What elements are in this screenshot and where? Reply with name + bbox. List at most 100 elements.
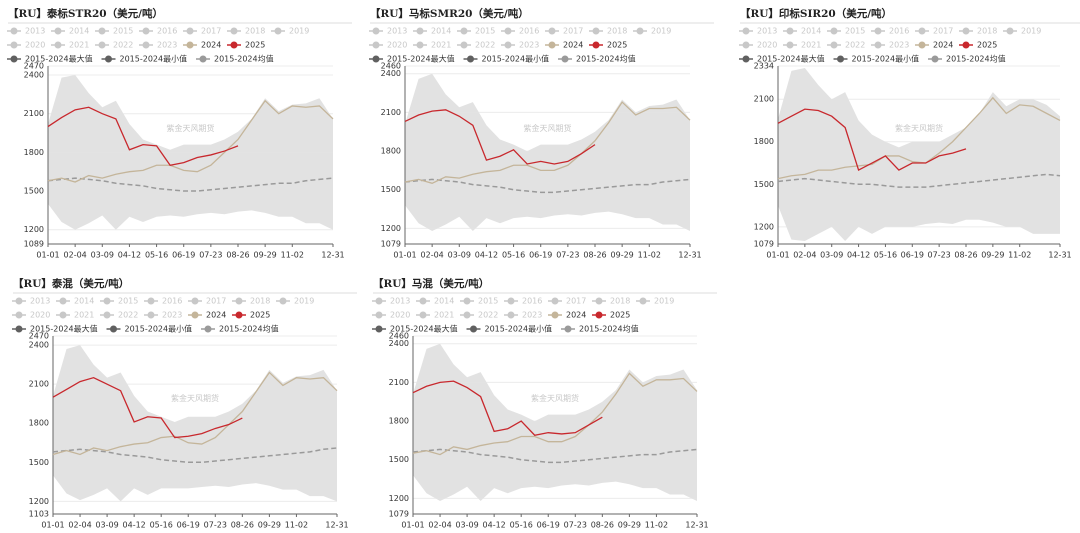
- legend-item: 2020: [372, 311, 410, 320]
- legend-label: 2015-2024最小值: [482, 54, 550, 64]
- x-tick-label: 06-19: [537, 521, 560, 530]
- watermark: 紫金天风期货: [171, 393, 219, 403]
- legend-label: 2017: [206, 297, 226, 306]
- legend-label: 2013: [30, 297, 50, 306]
- legend-dot: [830, 27, 838, 35]
- legend-item: 2015: [460, 297, 498, 306]
- legend-item: 2023: [139, 41, 177, 50]
- legend-dot: [142, 27, 150, 35]
- legend-item: 2020: [739, 41, 777, 50]
- legend-item: 2017: [188, 297, 226, 306]
- legend-dot: [931, 55, 939, 63]
- legend-label: 2017: [563, 27, 583, 36]
- legend-item: 2024: [188, 311, 226, 320]
- legend-label: 2015-2024均值: [946, 54, 1006, 64]
- x-tick-label: 01-01: [766, 251, 789, 260]
- x-tick-label: 01-01: [36, 251, 59, 260]
- legend-label: 2021: [431, 41, 451, 50]
- chart-panel: 【RU】印标SIR20（美元/吨） 2013 2014 2015 2016 2017 201…: [739, 7, 1080, 260]
- legend-label: 2022: [478, 311, 498, 320]
- legend-label: 2014: [69, 27, 89, 36]
- legend-item: 2015-2024最小值: [833, 54, 919, 64]
- y-tick-label: 1500: [381, 185, 401, 194]
- legend-item: 2022: [827, 41, 865, 50]
- x-tick-label: 04-12: [118, 251, 141, 260]
- legend-label: 2024: [563, 41, 583, 50]
- x-tick-label: 04-12: [483, 521, 506, 530]
- legend-item: 2025: [592, 311, 630, 320]
- band-min: [405, 205, 690, 244]
- x-tick-label: 09-29: [254, 251, 277, 260]
- legend-item: 2025: [589, 41, 627, 50]
- legend-item: 2015-2024均值: [196, 54, 274, 64]
- legend-dot: [372, 27, 380, 35]
- legend-label: 2017: [201, 27, 221, 36]
- band-min: [48, 203, 333, 244]
- legend-label: 2016: [519, 27, 539, 36]
- legend-label: 2015-2024均值: [219, 324, 279, 334]
- legend-dot: [15, 297, 23, 305]
- legend-dot: [372, 41, 380, 49]
- legend-item: 2021: [51, 41, 89, 50]
- legend-label: 2015-2024最大值: [757, 54, 825, 64]
- y-tick-label: 1200: [29, 497, 49, 506]
- legend-dot: [467, 55, 474, 63]
- legend-label: 2021: [434, 311, 454, 320]
- legend-dot: [191, 297, 199, 305]
- x-tick-label: 05-16: [150, 521, 173, 530]
- y-tick-label: 2400: [29, 341, 49, 350]
- band-min: [53, 475, 337, 514]
- y-tick-label: 1089: [24, 240, 44, 249]
- legend-label: 2024: [933, 41, 953, 50]
- legend-item: 2016: [139, 27, 177, 36]
- legend-item: 2014: [783, 27, 821, 36]
- legend-item: 2019: [636, 297, 674, 306]
- series-line: [404, 109, 596, 165]
- y-tick-label: 1800: [381, 147, 401, 156]
- legend-label: 2018: [250, 297, 270, 306]
- legend-label: 2023: [157, 41, 177, 50]
- legend-dot: [742, 55, 750, 63]
- x-tick-label: 02-04: [793, 251, 816, 260]
- x-tick-label: 09-29: [611, 251, 634, 260]
- legend-label: 2018: [610, 297, 630, 306]
- legend-label: 2025: [250, 311, 270, 320]
- legend-dot: [507, 311, 515, 319]
- y-tick-label: 1200: [381, 224, 401, 233]
- legend-label: 2015: [118, 297, 138, 306]
- legend-item: 2013: [12, 297, 50, 306]
- legend-item: 2015-2024最大值: [739, 54, 825, 64]
- x-tick-label: 02-04: [428, 521, 451, 530]
- legend-label: 2013: [25, 27, 45, 36]
- legend-label: 2015-2024最大值: [25, 54, 93, 64]
- x-tick-label: 07-23: [199, 251, 222, 260]
- y-tick-label: 2334: [754, 62, 774, 71]
- legend-item: 2015-2024最小值: [106, 324, 192, 334]
- legend-item: 2015: [100, 297, 138, 306]
- legend-dot: [551, 297, 559, 305]
- x-tick-label: 12-31: [685, 521, 708, 530]
- legend-label: 2017: [566, 297, 586, 306]
- legend-label: 2025: [245, 41, 265, 50]
- legend-label: 2019: [1021, 27, 1041, 36]
- legend-item: 2014: [416, 297, 454, 306]
- legend-item: 2020: [7, 41, 45, 50]
- legend-dot: [142, 41, 150, 49]
- chart-panel: 【RU】泰混（美元/吨） 2013 2014 2015 2016 2017 2018 2019…: [12, 277, 357, 530]
- legend-item: 2019: [271, 27, 309, 36]
- legend-dot: [416, 27, 424, 35]
- legend-label: 2022: [118, 311, 138, 320]
- legend-dot: [507, 297, 515, 305]
- legend-item: 2015: [827, 27, 865, 36]
- legend-item: 2015-2024最大值: [372, 324, 458, 334]
- legend-dot: [10, 55, 18, 63]
- legend-item: 2013: [7, 27, 45, 36]
- legend-label: 2025: [607, 41, 627, 50]
- legend-label: 2015-2024最小值: [485, 324, 553, 334]
- legend-dot: [636, 27, 644, 35]
- y-tick-label: 1079: [754, 240, 774, 249]
- series-line: [52, 376, 243, 439]
- legend-item: 2015-2024最大值: [7, 54, 93, 64]
- band-max: [778, 67, 1060, 244]
- legend-label: 2016: [157, 27, 177, 36]
